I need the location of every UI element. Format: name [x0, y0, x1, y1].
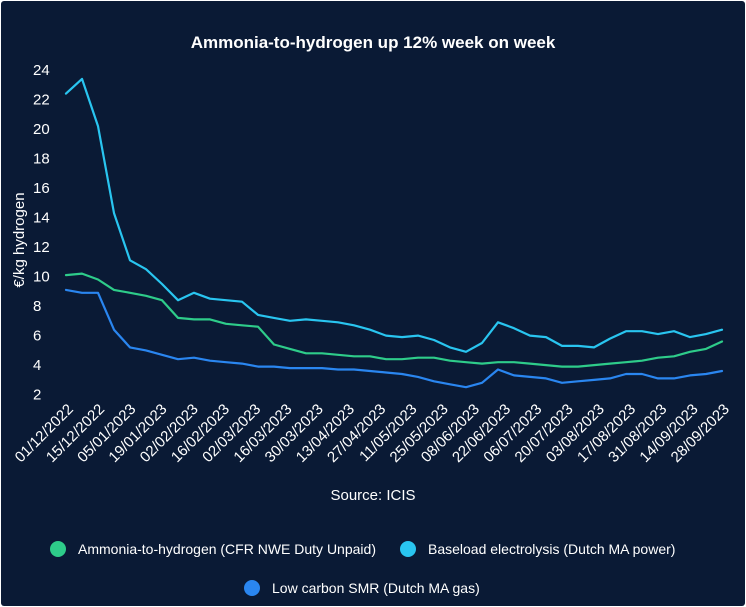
legend-label: Baseload electrolysis (Dutch MA power) — [428, 541, 675, 557]
y-axis-label: €/kg hydrogen — [11, 192, 28, 287]
y-tick-label: 24 — [33, 62, 50, 79]
y-tick-label: 20 — [33, 121, 50, 138]
legend-label: Low carbon SMR (Dutch MA gas) — [272, 580, 480, 596]
chart-title: Ammonia-to-hydrogen up 12% week on week — [191, 33, 556, 52]
legend-swatch — [50, 541, 66, 557]
y-tick-label: 12 — [33, 239, 50, 256]
y-tick-label: 8 — [33, 298, 41, 315]
y-tick-label: 16 — [33, 180, 50, 197]
y-tick-label: 22 — [33, 92, 50, 109]
series-lines — [64, 77, 724, 389]
y-tick-label: 6 — [33, 328, 41, 345]
source-note: Source: ICIS — [330, 487, 415, 504]
legend-swatch — [244, 580, 260, 596]
legend: Ammonia-to-hydrogen (CFR NWE Duty Unpaid… — [50, 541, 675, 596]
x-axis-ticks: 01/12/202215/12/202205/01/202319/01/2023… — [12, 401, 733, 466]
y-tick-label: 10 — [33, 269, 50, 286]
y-tick-label: 18 — [33, 151, 50, 168]
legend-swatch — [400, 541, 416, 557]
series-line-2 — [64, 288, 724, 389]
series-line-0 — [64, 272, 724, 368]
y-tick-label: 4 — [33, 357, 41, 374]
legend-label: Ammonia-to-hydrogen (CFR NWE Duty Unpaid… — [78, 541, 376, 557]
series-line-1 — [64, 77, 724, 353]
y-tick-label: 14 — [33, 210, 50, 227]
y-tick-label: 2 — [33, 387, 41, 404]
